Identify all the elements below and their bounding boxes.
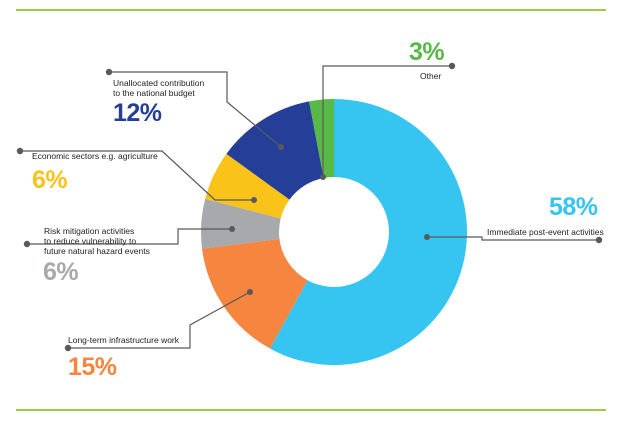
slice-unallocated-contribution	[226, 101, 324, 200]
leader-immediate-post-event-start-dot	[424, 234, 430, 240]
slice-other	[309, 99, 334, 178]
leader-immediate-post-event-end-dot	[595, 236, 603, 244]
pct-unallocated-contribution: 12%	[113, 99, 162, 127]
pct-risk-mitigation: 6%	[43, 258, 79, 286]
label-immediate-post-event: Immediate post-event activities	[487, 227, 604, 237]
leader-risk-mitigation-start-dot	[229, 226, 235, 232]
leader-unallocated-contribution-start-dot	[278, 144, 284, 150]
pct-other: 3%	[409, 38, 445, 66]
label-unallocated-contribution: Unallocated contribution to the national…	[113, 78, 205, 98]
slice-immediate-post-event	[269, 99, 467, 366]
leader-other	[322, 65, 452, 177]
leader-economic-sectors-start-dot	[251, 197, 257, 203]
leader-long-term-infrastructure	[68, 291, 251, 349]
leader-long-term-infrastructure-start-dot	[247, 289, 253, 295]
leader-long-term-infrastructure-end-dot	[64, 344, 72, 352]
label-long-term-infrastructure: Long-term infrastructure work	[68, 335, 180, 345]
leader-economic-sectors-end-dot	[16, 147, 24, 155]
leader-other-end-dot	[448, 62, 456, 70]
slice-long-term-infrastructure	[202, 238, 308, 349]
label-other: Other	[420, 71, 442, 81]
pct-economic-sectors: 6%	[32, 166, 68, 194]
label-economic-sectors: Economic sectors e.g. agriculture	[32, 151, 158, 161]
leader-economic-sectors	[20, 150, 254, 201]
pct-immediate-post-event: 58%	[549, 193, 598, 221]
label-risk-mitigation: Risk mitigation activities to reduce vul…	[44, 226, 150, 256]
leader-unallocated-contribution-end-dot	[105, 68, 113, 76]
slice-risk-mitigation	[201, 198, 281, 249]
slice-economic-sectors	[205, 153, 290, 219]
leader-risk-mitigation-end-dot	[23, 240, 31, 248]
leader-other-start-dot	[320, 174, 326, 180]
pct-long-term-infrastructure: 15%	[68, 353, 117, 381]
leader-immediate-post-event	[427, 236, 599, 241]
leader-risk-mitigation	[27, 228, 232, 245]
leader-unallocated-contribution	[109, 71, 282, 148]
